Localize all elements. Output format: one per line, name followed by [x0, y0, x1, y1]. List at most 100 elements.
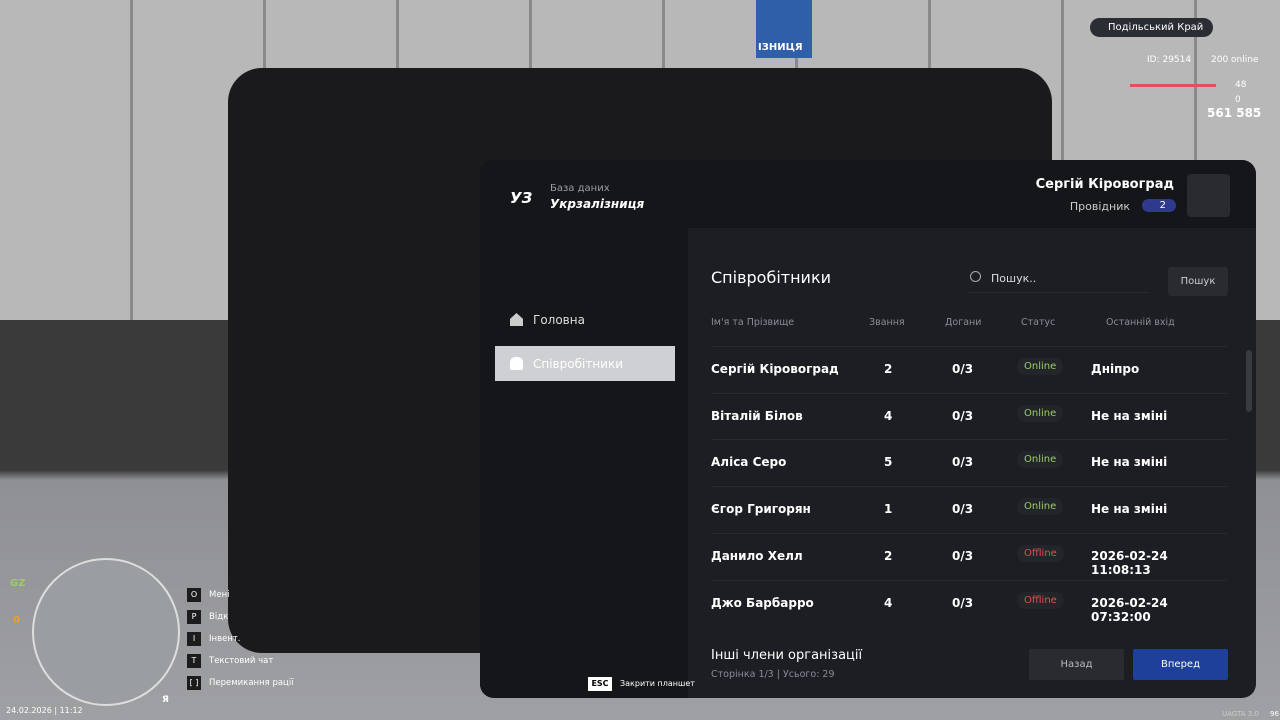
key-hint: P Відк	[187, 610, 228, 624]
user-role: Провідник	[1069, 200, 1130, 213]
key-hint: [ ] Перемикання рації	[187, 676, 294, 690]
brand-subtitle: База даних	[550, 183, 610, 194]
key-hint: T Текстовий чат	[187, 654, 273, 668]
nav-home[interactable]: Головна	[495, 303, 675, 338]
status: Offline	[1017, 591, 1064, 609]
last-login: Дніпро	[1091, 362, 1140, 376]
datetime: 24.02.2026 | 11:12	[6, 706, 83, 715]
search-button[interactable]: Пошук	[1168, 267, 1228, 296]
key-label: Текстовий чат	[209, 656, 274, 666]
rank: 2	[884, 362, 893, 376]
money: 561 585	[1207, 106, 1262, 120]
last-login: Не на зміні	[1091, 408, 1168, 423]
player-id: ID: 29514	[1147, 55, 1192, 65]
wanted: 0	[13, 615, 20, 626]
last-login: Не на зміні	[1091, 502, 1168, 517]
employee-name: Сергій Кіровоград	[711, 362, 839, 376]
key-label: Перемикання рації	[209, 678, 294, 688]
table-row: Сергій Кіровоград 2 0/3 Online Дніпро	[711, 346, 1227, 393]
logo: УЗ	[510, 189, 533, 207]
section-title: Співробітники	[711, 268, 832, 287]
nav-employees[interactable]: Співробітники	[495, 346, 675, 381]
user-rank: 2	[1141, 199, 1176, 212]
key: ESC	[588, 677, 612, 691]
rank: 5	[884, 455, 893, 470]
employee-name: Данило Хелл	[711, 548, 803, 563]
sidebar: УЗ База даних Укрзалізниця Головна Співр…	[480, 160, 688, 698]
key-label: Інвент.	[209, 634, 241, 644]
column-header: Статус	[1021, 317, 1056, 328]
minimap	[32, 558, 180, 706]
rank: 2	[884, 548, 893, 563]
last-login: Не на зміні	[1091, 455, 1168, 470]
column-header: Останній вхід	[1106, 317, 1175, 328]
key-hint: O Мені	[187, 588, 229, 602]
table-row: Данило Хелл 2 0/3 Offline 2026-02-24 11:08:1…	[711, 532, 1227, 580]
health: 48	[1235, 80, 1247, 90]
key: I	[187, 632, 201, 646]
table-row: Єгор Григорян 1 0/3 Online Не на зміні	[711, 486, 1227, 533]
avatar	[1187, 174, 1230, 217]
header: Сергій Кіровоград Провідник 2	[688, 160, 1256, 228]
status: Online	[1017, 498, 1064, 516]
table-row: Віталій Білов 4 0/3 Online Не на зміні	[711, 392, 1227, 440]
close-hint: ESC Закрити планшет	[588, 677, 695, 691]
column-header: Ім'я та Прізвище	[711, 317, 795, 328]
mic-key: Я	[162, 695, 169, 705]
status: Online	[1017, 358, 1064, 375]
employee-name: Джо Барбарро	[711, 595, 814, 610]
tablet-screen: УЗ База даних Укрзалізниця Головна Співр…	[480, 160, 1256, 698]
nav-label: Головна	[533, 313, 585, 327]
search-placeholder: Пошук..	[991, 272, 1037, 285]
status: Offline	[1017, 544, 1064, 562]
table-row: Джо Барбарро 4 0/3 Offline 2026-02-24 07:32:…	[711, 579, 1227, 627]
key: O	[187, 588, 201, 602]
online-count: 200 online	[1211, 55, 1259, 65]
tablet: УЗ База даних Укрзалізниця Головна Співр…	[228, 68, 1256, 698]
key: T	[187, 654, 201, 668]
version: UAGTA 3.0	[1222, 710, 1259, 718]
employee-name: Аліса Серо	[711, 455, 787, 470]
close-label: Закрити планшет	[620, 679, 695, 688]
key: P	[187, 610, 201, 624]
fps: 96	[1270, 710, 1279, 718]
warnings: 0/3	[952, 455, 974, 470]
armor: 0	[1235, 95, 1241, 105]
zone: GZ	[10, 578, 26, 589]
warnings: 0/3	[952, 548, 974, 563]
health-bar	[1130, 84, 1216, 87]
rank: 1	[884, 502, 893, 517]
last-login: 2026-02-24 11:08:13	[1091, 548, 1168, 577]
pagination: Сторінка 1/3 | Усього: 29	[711, 669, 835, 680]
nav-label: Співробітники	[533, 357, 624, 371]
footer-title: Інші члени організації	[711, 648, 863, 663]
warnings: 0/3	[952, 362, 974, 376]
back-button[interactable]: Назад	[1029, 649, 1124, 680]
employee-name: Єгор Григорян	[711, 502, 811, 517]
table-row: Аліса Серо 5 0/3 Online Не на зміні	[711, 439, 1227, 486]
scrollbar	[1246, 350, 1252, 412]
warnings: 0/3	[952, 408, 974, 423]
warnings: 0/3	[952, 502, 974, 517]
warnings: 0/3	[952, 595, 974, 610]
column-header: Звання	[869, 317, 905, 328]
sign-text: ІЗНИЦЯ	[758, 42, 803, 53]
column-header: Догани	[945, 317, 982, 328]
brand-title: Укрзалізниця	[550, 197, 645, 211]
key-hint: I Інвент.	[187, 632, 241, 646]
next-button[interactable]: Вперед	[1133, 649, 1228, 680]
rank: 4	[884, 595, 893, 610]
rank: 4	[884, 408, 893, 423]
employee-name: Віталій Білов	[711, 408, 803, 423]
key-label: Відк	[209, 612, 229, 622]
key-label: Мені	[209, 590, 230, 600]
status: Online	[1017, 451, 1064, 469]
search-input[interactable]: Пошук..	[968, 268, 1148, 293]
key: [ ]	[187, 676, 201, 690]
status: Online	[1017, 404, 1064, 422]
last-login: 2026-02-24 07:32:00	[1091, 595, 1168, 624]
user-name: Сергій Кіровоград	[1035, 177, 1174, 192]
server-name: Подільський Край	[1090, 18, 1214, 37]
sign: ІЗНИЦЯ	[756, 0, 812, 58]
